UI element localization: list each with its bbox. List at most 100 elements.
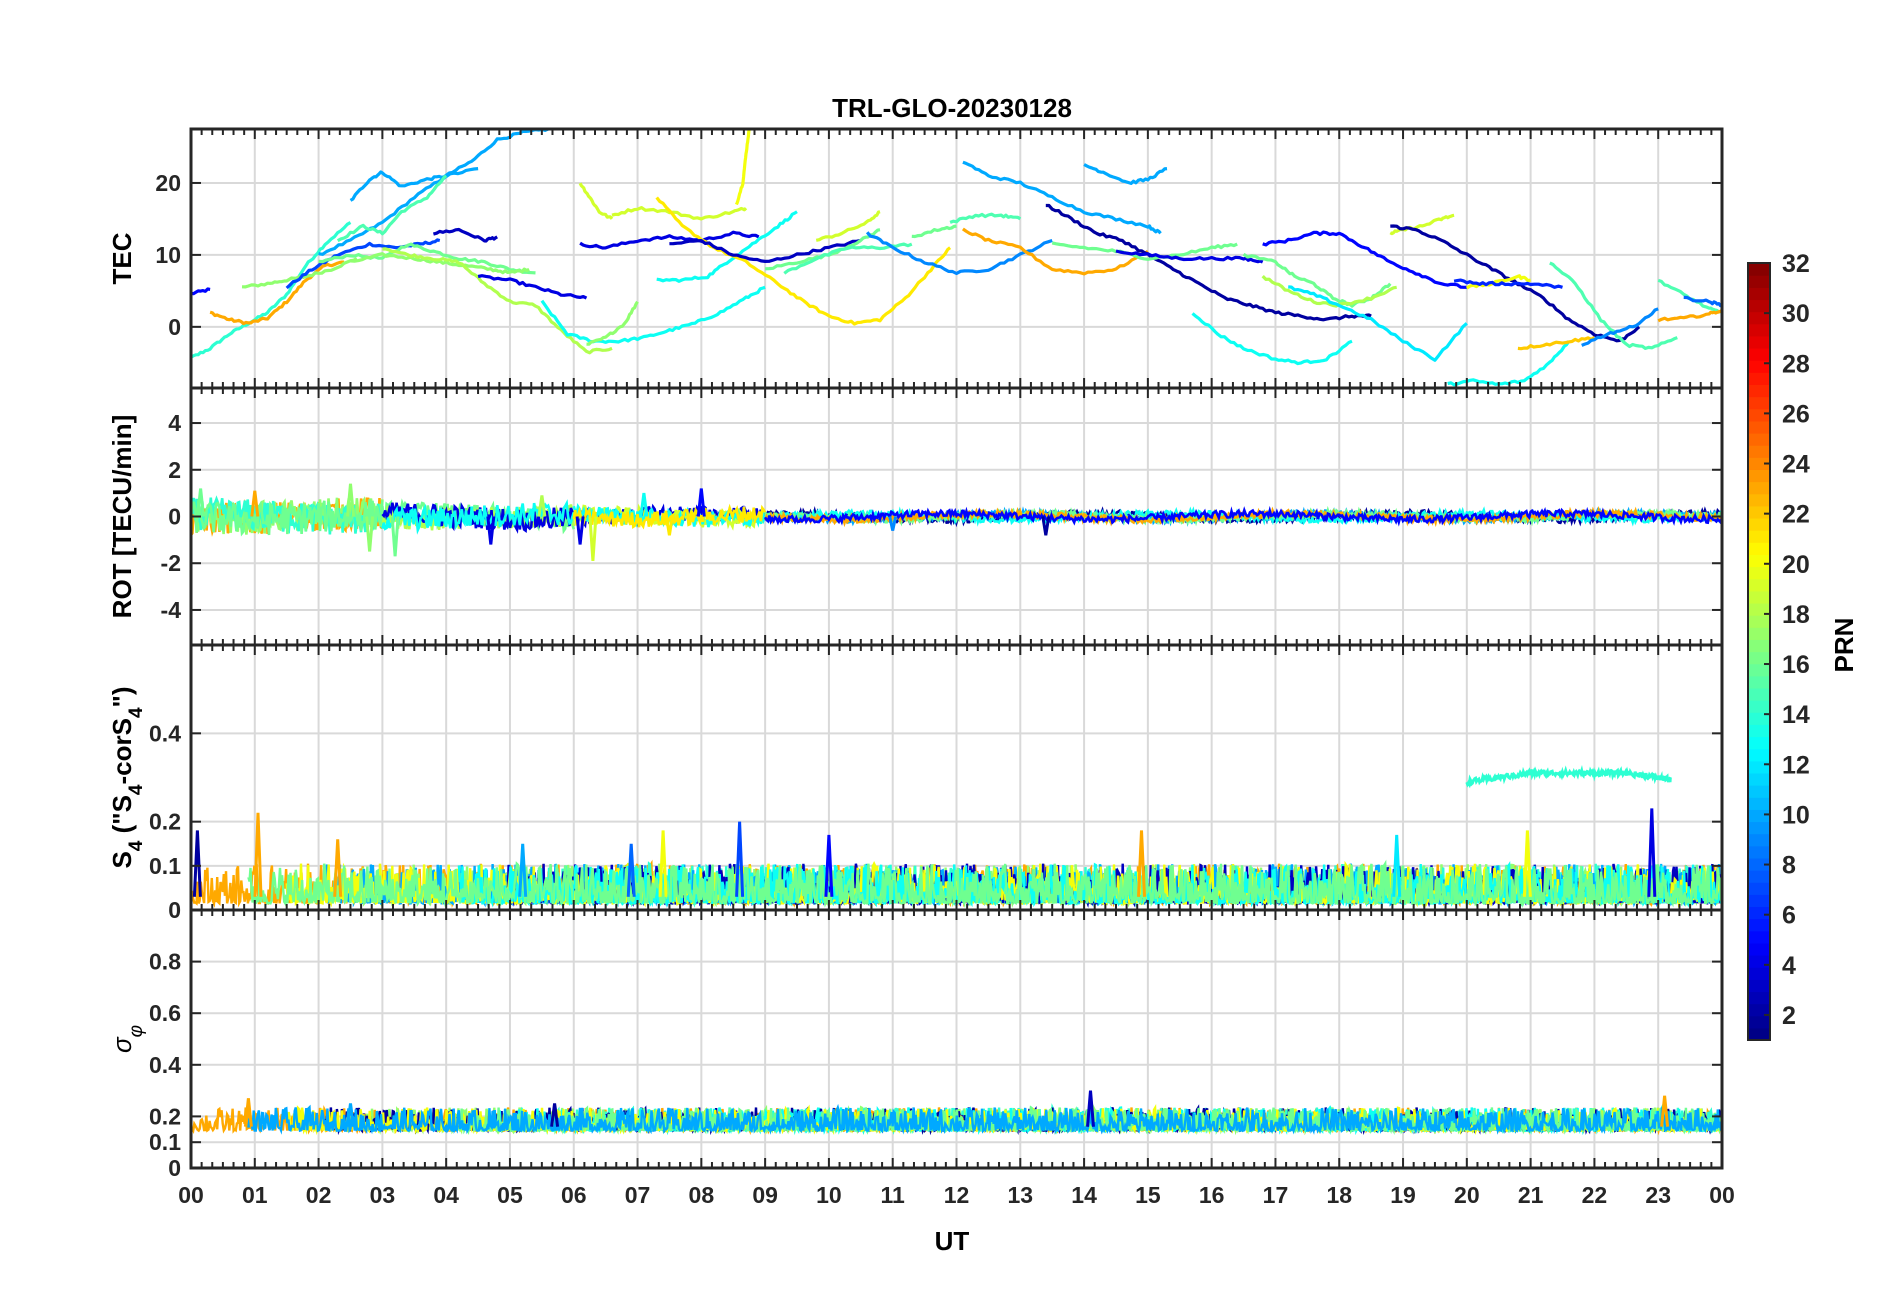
colorbar-segment xyxy=(1748,299,1770,313)
colorbar-segment xyxy=(1748,857,1770,871)
x-tick-label: 13 xyxy=(1007,1182,1033,1208)
spike-prn-20 xyxy=(1522,830,1532,897)
spike-prn-23 xyxy=(1660,1095,1670,1127)
colorbar-segment xyxy=(1748,615,1770,628)
spike-prn-5 xyxy=(824,834,834,897)
x-tick-label: 07 xyxy=(625,1182,651,1208)
series-line-prn-9 xyxy=(865,231,1053,276)
colorbar-tick-label: 18 xyxy=(1782,601,1810,629)
colorbar-segment xyxy=(1748,724,1770,738)
series-line-prn-16 xyxy=(1051,241,1238,261)
spike-prn-9 xyxy=(888,516,898,531)
series-line-prn-3 xyxy=(432,227,498,243)
y-tick-label: 0.4 xyxy=(149,720,181,746)
x-tick-label: 19 xyxy=(1390,1182,1416,1208)
y-axis-label: TEC xyxy=(107,232,137,284)
colorbar-segment xyxy=(1748,748,1770,762)
colorbar-segment xyxy=(1748,918,1770,932)
y-tick-label: 4 xyxy=(168,410,181,436)
spike-prn-18 xyxy=(537,495,547,517)
colorbar-tick-label: 32 xyxy=(1782,250,1810,278)
series-line-prn-16 xyxy=(318,242,536,275)
series-line-prn-4 xyxy=(1115,249,1264,264)
colorbar-segment xyxy=(1748,772,1770,786)
x-tick-label: 06 xyxy=(561,1182,587,1208)
plateau-trace-prn-14 xyxy=(1465,764,1672,789)
series-line-prn-4 xyxy=(579,230,760,250)
x-tick-label: 04 xyxy=(433,1182,459,1208)
noise-trace-prn-13 xyxy=(381,499,576,535)
colorbar-segment xyxy=(1748,432,1770,446)
colorbar-segment xyxy=(1748,311,1770,325)
series-line-prn-12 xyxy=(1288,285,1468,362)
x-tick-label: 21 xyxy=(1518,1182,1544,1208)
colorbar-segment xyxy=(1748,1027,1770,1041)
x-tick-label: 02 xyxy=(306,1182,332,1208)
x-tick-label: 00 xyxy=(1709,1182,1735,1208)
y-tick-label: 0.4 xyxy=(149,1052,181,1078)
series-line-prn-3 xyxy=(669,238,862,263)
colorbar-segment xyxy=(1748,493,1770,507)
colorbar-segment xyxy=(1748,263,1770,276)
colorbar-segment xyxy=(1748,335,1770,349)
colorbar-segment xyxy=(1748,760,1770,774)
y-tick-label: -4 xyxy=(161,597,182,623)
colorbar-segment xyxy=(1748,505,1770,519)
x-tick-label: 05 xyxy=(497,1182,523,1208)
colorbar-segment xyxy=(1748,797,1770,810)
colorbar-tick-label: 12 xyxy=(1782,751,1810,779)
spike-prn-23 xyxy=(253,812,263,897)
colorbar-tick-label: 16 xyxy=(1782,651,1810,679)
colorbar-segment xyxy=(1748,530,1770,543)
colorbar-segment xyxy=(1748,372,1770,386)
x-ticks xyxy=(190,129,1723,388)
series-line-prn-5 xyxy=(191,287,211,296)
y-axis-label: ROT [TECU/min] xyxy=(107,415,137,619)
y-axis-label: σφ xyxy=(107,1025,147,1053)
colorbar-tick-label: 24 xyxy=(1782,451,1810,479)
series-line-prn-13 xyxy=(656,210,798,283)
colorbar-segment xyxy=(1748,821,1770,835)
spike-prn-2 xyxy=(550,1103,560,1127)
spike-prn-23 xyxy=(1137,830,1146,897)
series-line-prn-23 xyxy=(1657,308,1722,323)
spike-prn-23 xyxy=(243,1098,253,1127)
y-axis-label: S4 ("S4-corS4") xyxy=(107,686,147,868)
colorbar-tick-label: 8 xyxy=(1782,852,1796,880)
series-line-prn-6 xyxy=(1453,278,1563,289)
spike-prn-10 xyxy=(346,1103,355,1127)
y-tick-label: -2 xyxy=(161,550,181,576)
plot-area xyxy=(191,1090,1722,1136)
spike-prn-2 xyxy=(192,830,202,897)
colorbar-segment xyxy=(1748,663,1770,677)
colorbar-tick-label: 2 xyxy=(1782,1002,1796,1030)
y-tick-labels: 00.10.2 0.4 0.6 0.8 xyxy=(149,949,1722,1181)
y-tick-label: 0 xyxy=(168,314,181,340)
x-axis-label: UT xyxy=(935,1226,970,1256)
colorbar-segment xyxy=(1748,578,1770,592)
y-tick-label: 20 xyxy=(155,170,181,196)
noise-trace-prn-16 xyxy=(191,499,384,537)
series-line-prn-4 xyxy=(477,274,588,300)
y-tick-label: 0 xyxy=(168,897,181,923)
colorbar-segment xyxy=(1748,712,1770,725)
colorbar-segment xyxy=(1748,882,1770,895)
series-line-prn-10 xyxy=(962,160,1162,235)
series-line-prn-19 xyxy=(578,182,614,220)
colorbar-segment xyxy=(1748,870,1770,883)
colorbar-segment xyxy=(1748,384,1770,398)
colorbar-segment xyxy=(1748,809,1770,823)
series-line-prn-13 xyxy=(540,285,766,344)
y-tick-label: 0.6 xyxy=(149,1000,181,1026)
x-tick-label: 12 xyxy=(944,1182,970,1208)
colorbar-tick-label: 6 xyxy=(1782,902,1796,930)
spike-prn-20 xyxy=(658,830,668,897)
colorbar-segment xyxy=(1748,894,1770,908)
series-line-prn-5 xyxy=(1262,230,1467,289)
noise-trace-prn-5 xyxy=(763,505,1722,527)
y-tick-label: 0.8 xyxy=(149,949,181,975)
spike-prn-5 xyxy=(696,488,706,517)
